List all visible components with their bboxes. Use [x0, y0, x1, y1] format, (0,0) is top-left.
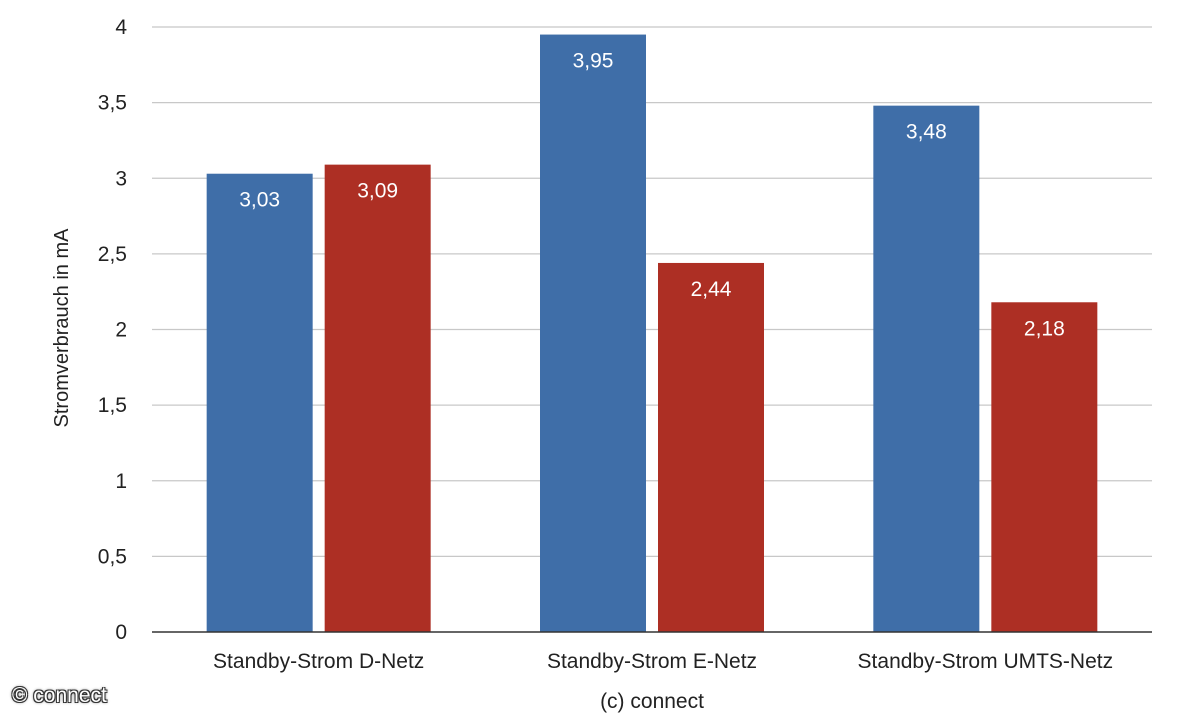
y-tick-label: 1 [115, 470, 127, 493]
data-label: 2,18 [1024, 317, 1065, 340]
y-tick-label: 3 [115, 167, 127, 190]
y-tick-label: 1,5 [98, 394, 127, 417]
y-tick-label: 0,5 [98, 545, 127, 568]
bar [991, 302, 1098, 632]
data-label: 3,03 [239, 189, 280, 212]
bars [206, 34, 1098, 632]
data-label: 2,44 [691, 278, 732, 301]
x-tick-label: Standby-Strom D-Netz [213, 650, 424, 673]
data-label: 3,95 [573, 50, 614, 73]
y-axis-label: Stromverbrauch in mA [51, 228, 73, 428]
gridlines [152, 26, 1152, 558]
data-label: 3,48 [906, 121, 947, 144]
y-tick-label: 0 [115, 621, 127, 644]
bar [873, 105, 980, 632]
bar [206, 173, 313, 632]
y-tick-label: 2,5 [98, 243, 127, 266]
x-axis-label: (c) connect [600, 690, 704, 713]
y-tick-label: 2 [115, 319, 127, 342]
data-label: 3,09 [357, 180, 398, 203]
data-labels: 3,03 3,09 3,95 2,44 3,48 2,18 [239, 50, 1065, 341]
x-tick-label: Standby-Strom UMTS-Netz [858, 650, 1114, 673]
x-axis-ticks: Standby-Strom D-Netz Standby-Strom E-Netz… [213, 650, 1113, 673]
x-tick-label: Standby-Strom E-Netz [547, 650, 757, 673]
bar [324, 164, 431, 632]
y-tick-label: 4 [115, 16, 127, 39]
bar [658, 262, 764, 632]
y-tick-label: 3,5 [98, 92, 127, 115]
y-axis-ticks: 0 0,5 1 1,5 2 2,5 3 3,5 4 [98, 16, 128, 644]
watermark-text: © connect [12, 684, 107, 707]
bar [540, 34, 646, 632]
